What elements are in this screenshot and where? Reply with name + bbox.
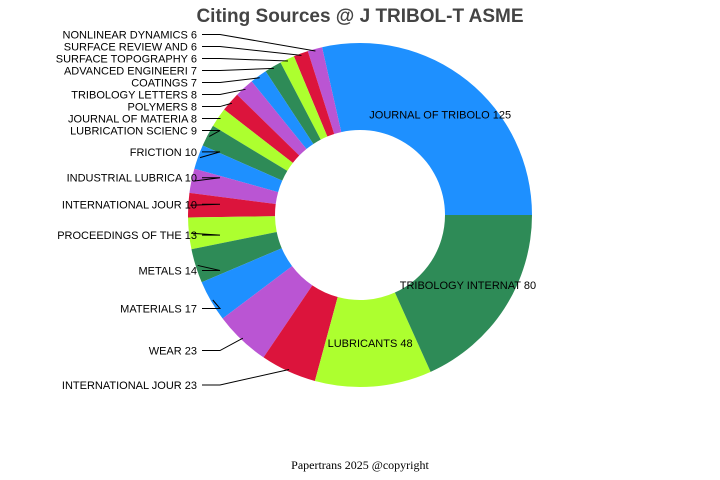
leader-line [202, 46, 302, 56]
pie-slice [265, 62, 321, 144]
slice-label: WEAR 23 [149, 346, 197, 358]
leader-line [202, 34, 316, 52]
slice-label: POLYMERS 8 [128, 102, 198, 114]
slice-label: JOURNAL OF TRIBOLO 125 [369, 110, 511, 122]
slice-label: SURFACE REVIEW AND 6 [64, 42, 197, 54]
pie-slice [201, 248, 293, 319]
slice-label: LUBRICANTS 48 [328, 338, 413, 350]
slice-label: LUBRICATION SCIENC 9 [70, 126, 197, 138]
chart-title: Citing Sources @ J TRIBOL-T ASME [196, 6, 524, 27]
pie-slice [237, 81, 307, 156]
slice-label: COATINGS 7 [131, 78, 197, 90]
slice-label: TRIBOLOGY INTERNAT 80 [400, 280, 536, 292]
slice-label: FRICTION 10 [130, 147, 197, 159]
pie-slice [251, 71, 314, 149]
slice-label: MATERIALS 17 [120, 304, 197, 316]
slice-label: METALS 14 [139, 265, 198, 277]
slice-label: INTERNATIONAL JOUR 10 [62, 199, 197, 211]
slice-label: INDUSTRIAL LUBRICA 10 [67, 173, 197, 185]
leader-line [202, 88, 246, 96]
pie-slice [224, 94, 300, 163]
slice-label: NONLINEAR DYNAMICS 6 [63, 30, 197, 42]
pie-slice [202, 125, 288, 181]
leader-line [202, 67, 274, 72]
leader-line [202, 299, 222, 309]
slice-label: ADVANCED ENGINEERI 7 [64, 66, 197, 78]
slice-label: PROCEEDINGS OF THE 13 [57, 230, 197, 242]
pie-slice [280, 56, 328, 140]
slice-label: TRIBOLOGY LETTERS 8 [71, 90, 197, 102]
pie-slice [293, 51, 335, 137]
slice-label: JOURNAL OF MATERIA 8 [68, 114, 197, 126]
leader-line [202, 58, 288, 62]
pie-slice [191, 231, 282, 283]
pie-slice [188, 192, 276, 218]
leader-line [193, 177, 221, 182]
leader-line [202, 130, 221, 137]
slice-label: INTERNATIONAL JOUR 23 [62, 380, 197, 392]
leader-line [202, 77, 260, 84]
pie-slice [212, 109, 293, 171]
pie-slice [394, 215, 532, 372]
copyright-footer: Papertrans 2025 @copyright [291, 458, 429, 472]
pie-slice [322, 43, 532, 216]
slice-label: SURFACE TOPOGRAPHY 6 [56, 54, 197, 66]
leader-line [190, 232, 221, 236]
leader-line [199, 151, 221, 159]
pie-slice [222, 266, 313, 358]
pie-slice [307, 47, 342, 135]
pie-slice [188, 216, 277, 250]
pie-slice [314, 292, 431, 387]
leader-line [197, 264, 221, 271]
leader-line [202, 369, 290, 386]
leader-line [190, 203, 221, 206]
pie-slice [263, 285, 338, 381]
leader-line [202, 102, 233, 108]
pie-slice [194, 145, 283, 193]
leader-line [202, 337, 244, 352]
